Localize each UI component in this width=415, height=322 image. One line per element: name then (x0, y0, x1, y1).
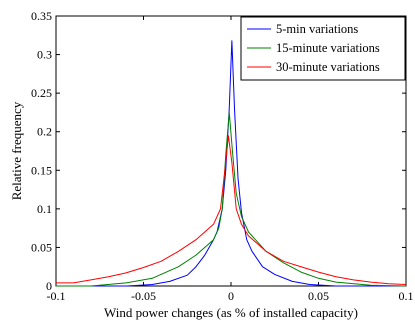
y-tick-label: 0 (46, 279, 52, 293)
y-tick-label: 0.25 (31, 86, 52, 100)
series-line (56, 111, 407, 287)
legend-label: 30-minute variations (276, 60, 380, 74)
y-tick-label: 0.1 (37, 202, 52, 216)
x-tick-label: 0.05 (308, 289, 329, 303)
x-tick-label: 0.1 (399, 289, 414, 303)
series-line (56, 40, 406, 287)
y-tick-label: 0.3 (37, 48, 52, 62)
y-tick-label: 0.15 (31, 163, 52, 177)
series-line (56, 135, 407, 285)
legend: 5-min variations 15-minute variations 30-m… (240, 16, 406, 81)
legend-label: 15-minute variations (276, 41, 380, 55)
y-tick-label: 0.05 (31, 240, 52, 254)
series-group (56, 40, 407, 287)
y-axis-label: Relative frequency (9, 101, 24, 200)
y-tick-label: 0.35 (31, 9, 52, 23)
x-tick-label: 0 (228, 289, 234, 303)
legend-label: 5-min variations (276, 22, 358, 36)
x-tick-label: -0.1 (47, 289, 66, 303)
y-tick-label: 0.2 (37, 125, 52, 139)
x-tick-label: -0.05 (131, 289, 156, 303)
x-axis-label: Wind power changes (as % of installed ca… (104, 305, 358, 320)
